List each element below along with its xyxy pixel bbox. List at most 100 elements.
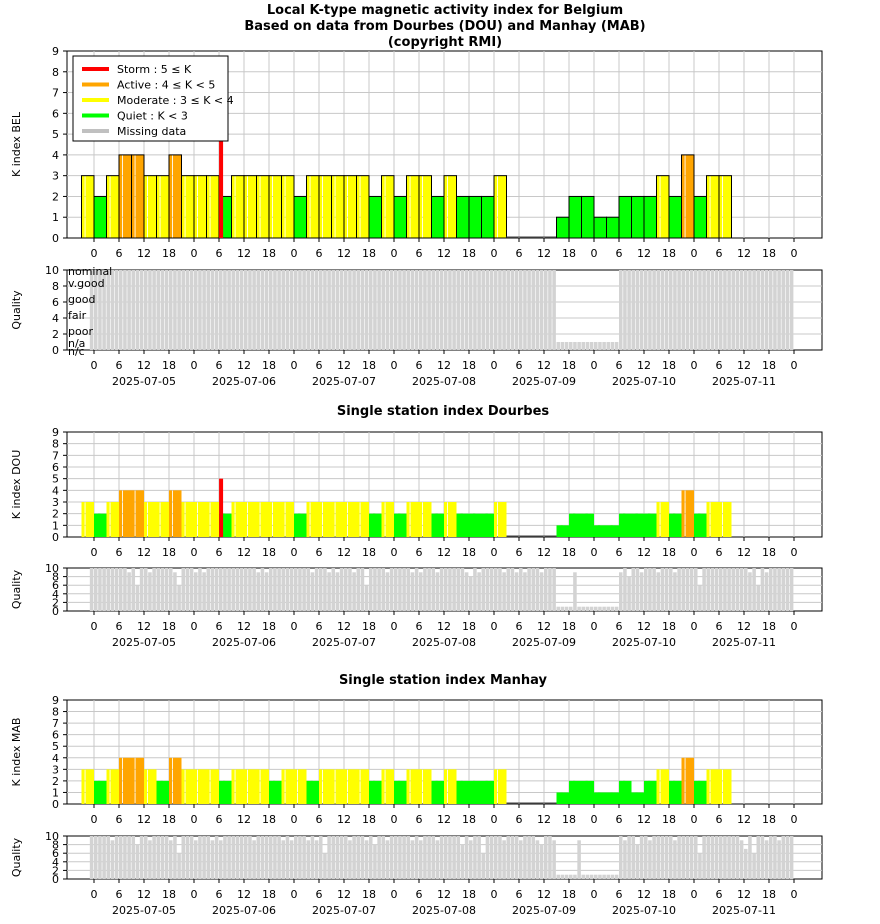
bel-ytick-label: 8 <box>52 66 59 79</box>
mabq-quality-bar <box>631 836 636 879</box>
mabq-quality-bar <box>119 836 123 879</box>
belq-quality-bar <box>681 270 686 350</box>
mabq-xtick-label: 18 <box>362 888 376 901</box>
bel-xtick-label: 0 <box>591 247 598 260</box>
mabq-xtick-label: 6 <box>116 888 123 901</box>
mabq-date-label: 2025-07-06 <box>212 904 276 917</box>
douq-xtick-label: 12 <box>637 620 651 633</box>
belq-quality-bar <box>314 270 319 350</box>
dou-xtick-label: 12 <box>637 546 651 559</box>
mab-bar-sub <box>106 769 110 804</box>
douq-date-label: 2025-07-10 <box>612 636 676 649</box>
mabq-quality-bar <box>464 836 469 879</box>
mabq-quality-bar <box>519 840 523 879</box>
mabq-quality-bar <box>756 836 761 879</box>
mab-bar-sub <box>81 769 85 804</box>
mab-bar <box>298 769 307 804</box>
douq-quality-bar <box>339 568 344 611</box>
dou-xtick-label: 0 <box>691 546 698 559</box>
dou-bar-sub <box>119 490 123 537</box>
douq-quality-bar <box>160 568 165 611</box>
mabq-quality-bar <box>652 836 656 879</box>
bel-ytick-label: 7 <box>52 87 59 100</box>
mab-bar <box>348 769 357 804</box>
mabq-quality-bar <box>735 836 740 879</box>
mabq-quality-bar <box>452 836 456 879</box>
mabq-ytick-label: 2 <box>52 864 59 877</box>
bel-bar <box>135 154 144 238</box>
belq-xtick-label: 6 <box>516 359 523 372</box>
belq-quality-bar <box>648 270 652 350</box>
dou-bar <box>398 513 407 537</box>
mab-xtick-label: 12 <box>737 813 751 826</box>
bel-bar <box>110 175 119 238</box>
belq-xtick-label: 0 <box>191 359 198 372</box>
dou-bar-sub <box>494 502 498 537</box>
mab-bar-sub <box>619 780 626 804</box>
mab-bar-sub <box>394 780 401 804</box>
mabq-quality-bar <box>602 874 606 879</box>
douq-quality-bar <box>744 568 748 611</box>
douq-quality-bar <box>735 568 740 611</box>
mabq-quality-bar <box>752 853 756 879</box>
mabq-quality-bar <box>235 836 240 879</box>
mabq-quality-bar <box>110 840 115 879</box>
mab-bar <box>398 780 407 804</box>
belq-xtick-label: 0 <box>691 359 698 372</box>
mabq-quality-bar <box>439 836 444 879</box>
dou-bar-sub <box>681 490 685 537</box>
douq-date-label: 2025-07-07 <box>312 636 376 649</box>
belq-quality-bar <box>760 270 765 350</box>
mabq-quality-bar <box>127 836 131 879</box>
mab-xtick-label: 18 <box>162 813 176 826</box>
mab-bar <box>685 757 694 804</box>
dou-bar-sub <box>244 502 248 537</box>
mabq-xtick-label: 12 <box>237 888 251 901</box>
mabq-quality-bar <box>606 874 611 879</box>
mabq-quality-bar <box>339 836 344 879</box>
mabq-quality-bar <box>148 840 152 879</box>
bel-bar-sub <box>231 175 235 238</box>
douq-quality-bar <box>239 568 244 611</box>
dou-xtick-label: 12 <box>737 546 751 559</box>
belq-date-label: 2025-07-06 <box>212 375 276 388</box>
douq-quality-bar <box>331 568 336 611</box>
mabq-quality-bar <box>581 874 586 879</box>
dou-bar <box>460 513 469 537</box>
bel-bar <box>573 196 582 238</box>
mabq-quality-bar <box>402 836 406 879</box>
legend-label-0: Storm : 5 ≤ K <box>117 63 192 76</box>
mabq-xtick-label: 12 <box>437 888 451 901</box>
dou-bar <box>98 513 107 537</box>
douq-xtick-label: 6 <box>416 620 423 633</box>
douq-quality-bar <box>435 572 440 611</box>
mab-bar-sub <box>294 769 298 804</box>
dou-bar-sub <box>394 513 401 537</box>
douq-quality-bar <box>739 568 744 611</box>
bel-bar <box>373 196 382 238</box>
mabq-quality-bar <box>760 836 765 879</box>
mab-bar-sub <box>669 780 676 804</box>
belq-quality-bar <box>598 342 602 350</box>
douq-quality-bar <box>114 568 119 611</box>
douq-quality-bar <box>664 568 669 611</box>
mab-bar <box>85 769 94 804</box>
bel-bar-sub <box>469 196 476 238</box>
dou-ytick-label: 8 <box>52 438 59 451</box>
douq-quality-bar <box>302 568 306 611</box>
douq-quality-bar <box>577 606 581 611</box>
belq-quality-bar <box>144 270 148 350</box>
belq-quality-bar <box>677 270 681 350</box>
dou-xtick-label: 12 <box>337 546 351 559</box>
dou-bar <box>573 513 582 537</box>
bel-bar-sub <box>394 196 401 238</box>
bel-bar-sub <box>331 175 335 238</box>
douq-quality-bar <box>294 568 298 611</box>
mabq-quality-bar <box>660 836 665 879</box>
belq-quality-bar <box>160 270 165 350</box>
mab-bar <box>610 792 619 804</box>
mabq-quality-bar <box>181 836 186 879</box>
belq-quality-bar <box>710 270 715 350</box>
mab-ytick-label: 2 <box>52 775 59 788</box>
belq-quality-bar <box>602 342 606 350</box>
